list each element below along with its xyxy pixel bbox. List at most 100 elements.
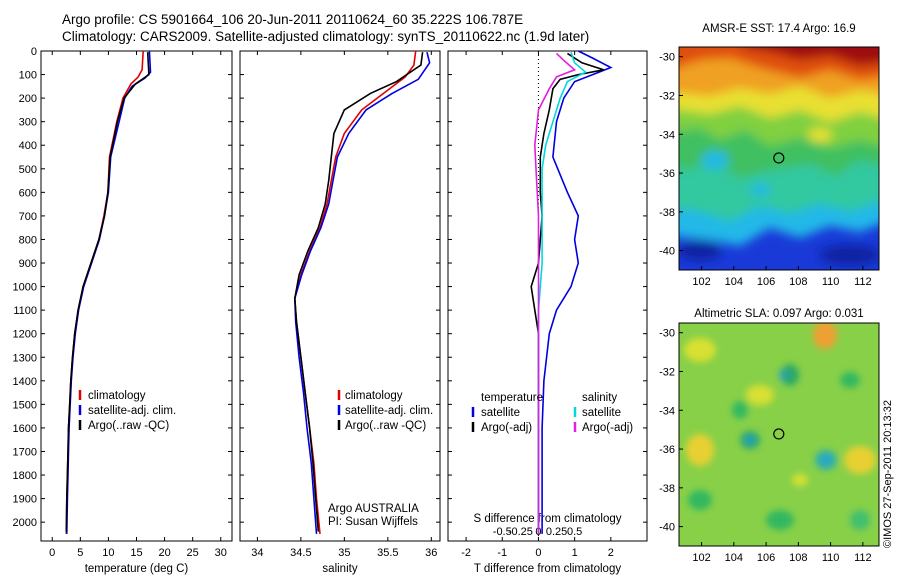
map-title: Altimetric SLA: 0.097 Argo: 0.031 bbox=[694, 308, 863, 320]
sst-map bbox=[679, 47, 879, 270]
lon-tick-label: 106 bbox=[757, 276, 775, 288]
legend-item: Argo(..raw -QC) bbox=[88, 420, 169, 432]
depth-tick-label: 1100 bbox=[13, 305, 37, 317]
lon-tick-label: 104 bbox=[725, 552, 743, 564]
depth-tick-label: 0 bbox=[31, 46, 37, 58]
depth-tick-label: 200 bbox=[19, 93, 37, 105]
x-axis-label: salinity bbox=[322, 563, 357, 575]
lon-tick-label: 104 bbox=[725, 276, 743, 288]
profile-chart-2: -2 -1 0 1 2 T difference from climatology -0.5… bbox=[448, 50, 647, 575]
x-axis-label: T difference from climatology bbox=[474, 563, 621, 575]
depth-tick-label: 500 bbox=[19, 164, 37, 176]
series-line bbox=[533, 52, 577, 534]
depth-tick-label: 700 bbox=[19, 211, 37, 223]
top-tick-label: 0.5 bbox=[567, 526, 582, 538]
x-tick-label: 36 bbox=[425, 547, 437, 559]
series-line bbox=[65, 52, 150, 532]
x-axis-label: temperature (deg C) bbox=[85, 563, 189, 575]
sla-map bbox=[679, 323, 879, 546]
depth-tick-label: 1000 bbox=[13, 282, 37, 294]
x-tick-label: 1 bbox=[572, 547, 578, 559]
credit-text: ©IMOS 27-Sep-2011 20:13:32 bbox=[882, 400, 894, 548]
depth-tick-label: 1800 bbox=[13, 470, 37, 482]
argo-location-marker bbox=[773, 428, 785, 440]
lat-tick-label: -38 bbox=[659, 207, 675, 219]
depth-tick-label: 900 bbox=[19, 258, 37, 270]
map-axes: AMSR-E SST: 17.4 Argo: 16.9 102 104 106 108 1… bbox=[659, 23, 872, 288]
x-tick-label: 10 bbox=[102, 547, 114, 559]
lat-tick-label: -36 bbox=[659, 444, 675, 456]
profile-chart-0: 0100200300400500600700800900100011001200… bbox=[13, 46, 232, 575]
lon-tick-label: 102 bbox=[692, 276, 710, 288]
map-title: AMSR-E SST: 17.4 Argo: 16.9 bbox=[702, 23, 855, 35]
series-line bbox=[293, 52, 424, 532]
lat-tick-label: -30 bbox=[659, 52, 675, 64]
x-tick-label: 2 bbox=[608, 547, 614, 559]
x-tick-label: 30 bbox=[215, 547, 227, 559]
legend-item: satellite-adj. clim. bbox=[88, 405, 176, 417]
x-tick-label: 25 bbox=[187, 547, 199, 559]
depth-tick-label: 1900 bbox=[13, 494, 37, 506]
lon-tick-label: 112 bbox=[854, 276, 872, 288]
depth-tick-label: 2000 bbox=[13, 517, 37, 529]
x-tick-label: 0 bbox=[49, 547, 55, 559]
depth-tick-label: 1500 bbox=[13, 399, 37, 411]
lon-tick-label: 102 bbox=[692, 552, 710, 564]
depth-tick-label: 1400 bbox=[13, 376, 37, 388]
lat-tick-label: -34 bbox=[659, 129, 675, 141]
salinity-panel bbox=[239, 50, 441, 542]
lon-tick-label: 106 bbox=[757, 552, 775, 564]
depth-tick-label: 400 bbox=[19, 140, 37, 152]
annotation-text: Argo AUSTRALIA bbox=[328, 503, 419, 515]
temperature-panel bbox=[40, 50, 233, 542]
legend-item: satellite bbox=[481, 407, 520, 419]
legend-item: climatology bbox=[88, 390, 146, 402]
legend-item: climatology bbox=[345, 390, 403, 402]
x-tick-label: 20 bbox=[158, 547, 170, 559]
legend-title-temperature: temperature bbox=[481, 392, 543, 404]
lat-tick-label: -40 bbox=[659, 246, 675, 258]
lat-tick-label: -32 bbox=[659, 366, 675, 378]
x-tick-label: 35 bbox=[338, 547, 350, 559]
lat-tick-label: -32 bbox=[659, 90, 675, 102]
lon-tick-label: 110 bbox=[822, 552, 840, 564]
lat-tick-label: -38 bbox=[659, 483, 675, 495]
lon-tick-label: 108 bbox=[789, 276, 807, 288]
depth-tick-label: 800 bbox=[19, 234, 37, 246]
top-axis-label: S difference from climatology bbox=[473, 513, 621, 525]
legend-item: Argo(-adj) bbox=[582, 422, 633, 434]
legend-item: satellite-adj. clim. bbox=[345, 405, 433, 417]
depth-tick-label: 1700 bbox=[13, 446, 37, 458]
legend-item: Argo(-adj) bbox=[481, 422, 532, 434]
series-line bbox=[541, 50, 613, 534]
profile-chart-1: 34 34.5 35 35.5 36 salinity climatology satelli… bbox=[240, 50, 440, 575]
difference-panel bbox=[447, 50, 648, 542]
top-tick-label: 0.25 bbox=[546, 526, 567, 538]
lon-tick-label: 110 bbox=[822, 276, 840, 288]
x-tick-label: 0 bbox=[535, 547, 541, 559]
lat-tick-label: -34 bbox=[659, 405, 675, 417]
lat-tick-label: -30 bbox=[659, 328, 675, 340]
x-tick-label: 34.5 bbox=[290, 547, 311, 559]
top-tick-label: -0.5 bbox=[493, 526, 512, 538]
map-axes: Altimetric SLA: 0.097 Argo: 0.031 102 104 1… bbox=[659, 308, 872, 564]
lat-tick-label: -40 bbox=[659, 522, 675, 534]
x-tick-label: -1 bbox=[497, 547, 507, 559]
x-tick-label: 35.5 bbox=[377, 547, 398, 559]
depth-tick-label: 1300 bbox=[13, 352, 37, 364]
depth-tick-label: 1600 bbox=[13, 423, 37, 435]
depth-tick-label: 100 bbox=[19, 70, 37, 82]
depth-tick-label: 600 bbox=[19, 187, 37, 199]
climatology-title: Climatology: CARS2009. Satellite-adjuste… bbox=[62, 29, 590, 44]
depth-tick-label: 300 bbox=[19, 117, 37, 129]
lat-tick-label: -36 bbox=[659, 168, 675, 180]
annotation-text: PI: Susan Wijffels bbox=[328, 516, 418, 528]
top-tick-label: -0.25 bbox=[508, 526, 533, 538]
x-tick-label: 34 bbox=[251, 547, 263, 559]
x-tick-label: -2 bbox=[461, 547, 471, 559]
legend-title-salinity: salinity bbox=[582, 392, 617, 404]
argo-location-marker bbox=[773, 152, 785, 164]
legend-item: satellite bbox=[582, 407, 621, 419]
lon-tick-label: 108 bbox=[789, 552, 807, 564]
